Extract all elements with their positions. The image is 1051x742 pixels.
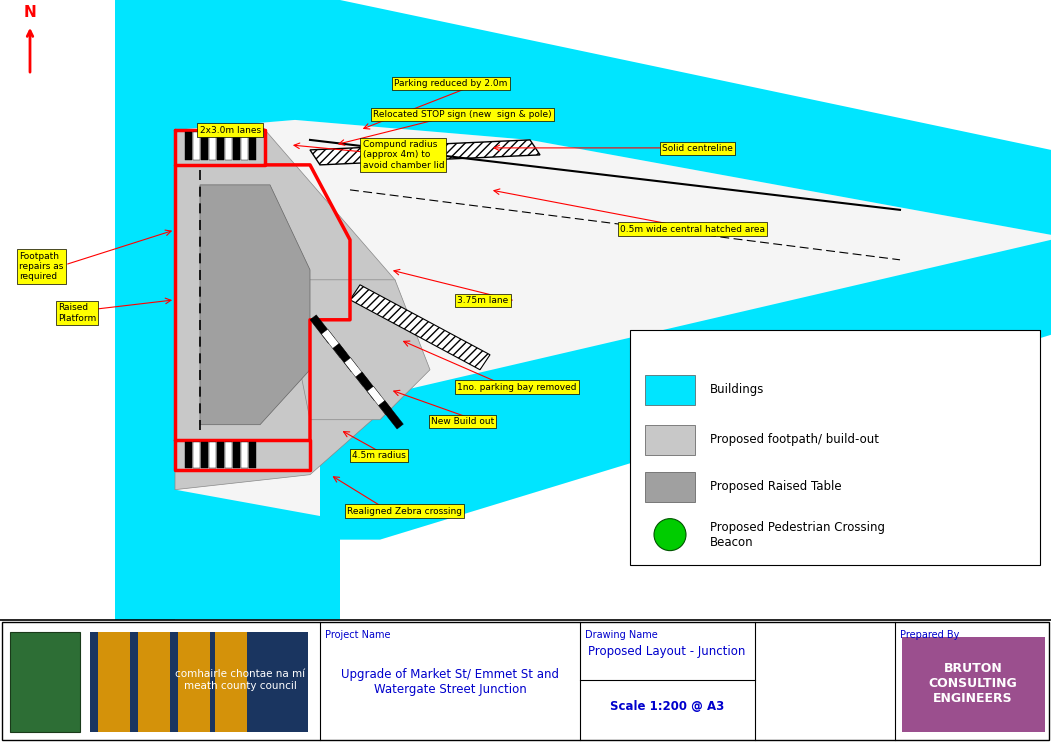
Bar (193, 132, 200, 160)
Bar (355, 372, 380, 401)
Circle shape (654, 519, 686, 551)
Bar (185, 132, 192, 160)
Polygon shape (115, 490, 341, 620)
Bar (310, 315, 335, 344)
Bar (201, 441, 208, 467)
Bar (185, 441, 192, 467)
Bar (178, 631, 210, 732)
Text: New Build out: New Build out (431, 417, 494, 426)
Text: Project Name: Project Name (325, 630, 391, 640)
Text: Proposed Pedestrian Crossing
Beacon: Proposed Pedestrian Crossing Beacon (710, 521, 885, 548)
Text: Raised
Platform: Raised Platform (58, 303, 96, 323)
Text: Scale 1:200 @ A3: Scale 1:200 @ A3 (610, 700, 724, 713)
Text: Proposed Raised Table: Proposed Raised Table (710, 480, 842, 493)
Text: N: N (23, 5, 37, 20)
Bar (138, 631, 170, 732)
Bar (902, 637, 1045, 732)
Bar (215, 631, 247, 732)
Text: 1no. parking bay removed: 1no. parking bay removed (457, 383, 577, 392)
Text: Parking reduced by 2.0m: Parking reduced by 2.0m (394, 79, 508, 88)
Bar (225, 132, 232, 160)
Polygon shape (176, 130, 395, 490)
Text: Relocated STOP sign (new  sign & pole): Relocated STOP sign (new sign & pole) (373, 110, 552, 119)
Bar (345, 358, 369, 387)
Text: Solid centreline: Solid centreline (662, 144, 733, 153)
Text: BRUTON
CONSULTING
ENGINEERS: BRUTON CONSULTING ENGINEERS (929, 663, 1017, 706)
Text: Proposed footpath/ build-out: Proposed footpath/ build-out (710, 433, 879, 446)
Text: comhairle chontae na mí
meath county council: comhairle chontae na mí meath county cou… (174, 669, 305, 691)
Bar (241, 441, 248, 467)
Bar (630, 329, 1040, 565)
Bar (367, 387, 392, 415)
Text: Drawing Name: Drawing Name (585, 630, 658, 640)
Polygon shape (310, 140, 540, 165)
Bar (217, 441, 224, 467)
Bar (645, 424, 695, 455)
Bar (233, 441, 240, 467)
Polygon shape (350, 285, 490, 370)
Bar (209, 441, 217, 467)
Text: 0.5m wide central hatched area: 0.5m wide central hatched area (620, 225, 765, 234)
Polygon shape (200, 185, 310, 424)
Bar (645, 472, 695, 502)
Text: 2x3.0m lanes: 2x3.0m lanes (200, 125, 261, 134)
Bar (98, 631, 130, 732)
Text: Buildings: Buildings (710, 383, 764, 396)
Bar (241, 132, 248, 160)
Text: Proposed Layout - Junction: Proposed Layout - Junction (589, 646, 746, 658)
Text: 4.5m radius: 4.5m radius (352, 451, 406, 460)
Bar (225, 441, 232, 467)
Bar (645, 375, 695, 404)
Text: 3.75m lane: 3.75m lane (457, 296, 509, 305)
Polygon shape (320, 240, 1051, 539)
Text: MARKET STREET: MARKET STREET (747, 416, 913, 434)
Polygon shape (300, 280, 430, 420)
Bar (11, 631, 80, 732)
Bar (209, 132, 217, 160)
Bar (201, 132, 208, 160)
Bar (217, 132, 224, 160)
Polygon shape (176, 0, 1051, 234)
Bar (322, 329, 346, 358)
Bar (249, 132, 256, 160)
Polygon shape (115, 0, 176, 620)
Text: Compund radius
(approx 4m) to
avoid chamber lid: Compund radius (approx 4m) to avoid cham… (363, 140, 445, 170)
Text: Realigned Zebra crossing: Realigned Zebra crossing (347, 507, 461, 516)
Bar (193, 441, 200, 467)
Text: Prepared By: Prepared By (900, 630, 960, 640)
Polygon shape (176, 120, 1051, 539)
Bar (378, 401, 404, 429)
Bar (333, 344, 357, 372)
Bar (233, 132, 240, 160)
Bar (249, 441, 256, 467)
Bar (90, 631, 308, 732)
Text: Footpath
repairs as
required: Footpath repairs as required (19, 252, 63, 281)
Text: Upgrade of Market St/ Emmet St and
Watergate Street Junction: Upgrade of Market St/ Emmet St and Water… (341, 668, 559, 696)
